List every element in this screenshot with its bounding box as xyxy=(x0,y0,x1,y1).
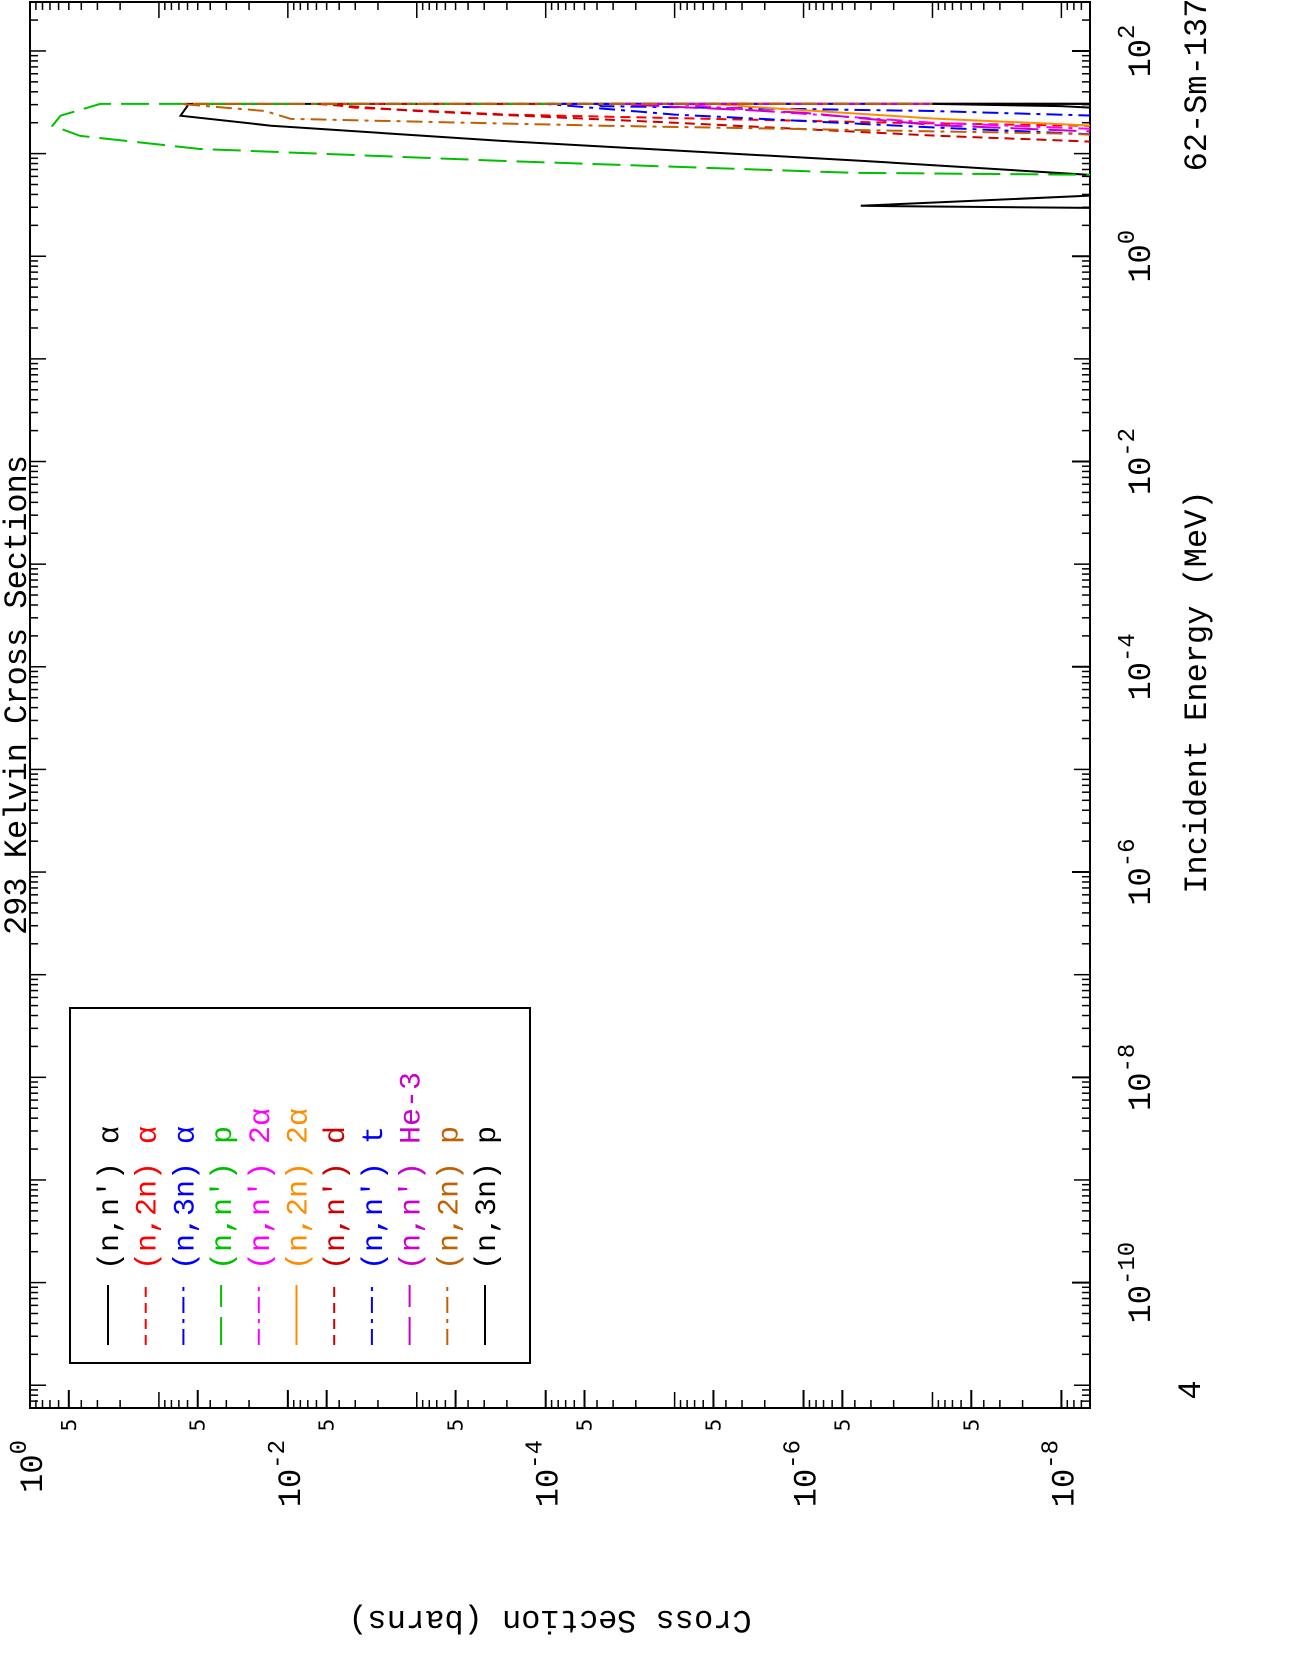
y-tick-label: 5 xyxy=(444,1419,468,1432)
series-line xyxy=(180,102,1090,140)
y-tick-label: 5 xyxy=(573,1419,597,1432)
y-tick-label: 5 xyxy=(315,1419,339,1432)
x-tick-label: 10-8 xyxy=(1115,1044,1160,1111)
x-tick-label: 100 xyxy=(1115,230,1160,283)
legend-label: (n,3n) p xyxy=(471,1126,505,1270)
series-line xyxy=(178,102,1090,210)
y-tick-label: 5 xyxy=(57,1419,81,1432)
plot-frame xyxy=(29,1,1091,1409)
legend-label: (n,2n) 2α xyxy=(283,1108,317,1270)
x-tick-label: 102 xyxy=(1115,25,1160,78)
series-line xyxy=(932,102,1090,114)
y-tick-label: 10-2 xyxy=(265,1440,310,1507)
series-line xyxy=(316,102,1090,147)
x-tick-label: 10-2 xyxy=(1115,428,1160,495)
y-tick-label: 10-8 xyxy=(1038,1440,1083,1507)
legend-label: (n,n') He-3 xyxy=(396,1072,430,1270)
legend-label: (n,n') t xyxy=(358,1126,392,1270)
legend-label: (n,2n) α xyxy=(132,1126,166,1270)
chart-title: 293 Kelvin Cross Sections xyxy=(0,455,36,935)
material-label: 62-Sm-137 xyxy=(1179,0,1216,171)
series-line xyxy=(50,102,1090,177)
y-tick-label: 5 xyxy=(830,1419,854,1432)
y-tick-label: 10-4 xyxy=(523,1440,568,1507)
y-tick-label: 10-6 xyxy=(781,1440,826,1507)
legend-label: (n,n') p xyxy=(207,1126,241,1270)
legend-label: (n,n') d xyxy=(320,1126,354,1270)
legend-label: (n,2n) p xyxy=(433,1126,467,1270)
y-tick-label: 5 xyxy=(186,1419,210,1432)
legend-box xyxy=(69,1007,531,1364)
legend-label: (n,n') α xyxy=(94,1126,128,1270)
y-axis-label: Cross Section (barns) xyxy=(348,1601,751,1638)
rotated-plot: 293 Kelvin Cross Sections Incident Energ… xyxy=(0,0,1216,1638)
y-tick-label: 100 xyxy=(7,1440,52,1493)
legend-label: (n,n') 2α xyxy=(245,1108,279,1270)
x-axis-label: Incident Energy (MeV) xyxy=(1179,490,1216,893)
legend-label: (n,3n) α xyxy=(169,1126,203,1270)
y-tick-label: 5 xyxy=(959,1419,983,1432)
y-tick-label: 5 xyxy=(701,1419,725,1432)
x-tick-label: 10-10 xyxy=(1115,1242,1160,1324)
x-tick-label: 10-4 xyxy=(1115,633,1160,700)
axis-annotation: 4 xyxy=(1173,1380,1210,1399)
x-tick-label: 10-6 xyxy=(1115,838,1160,905)
series-line xyxy=(545,102,1090,140)
